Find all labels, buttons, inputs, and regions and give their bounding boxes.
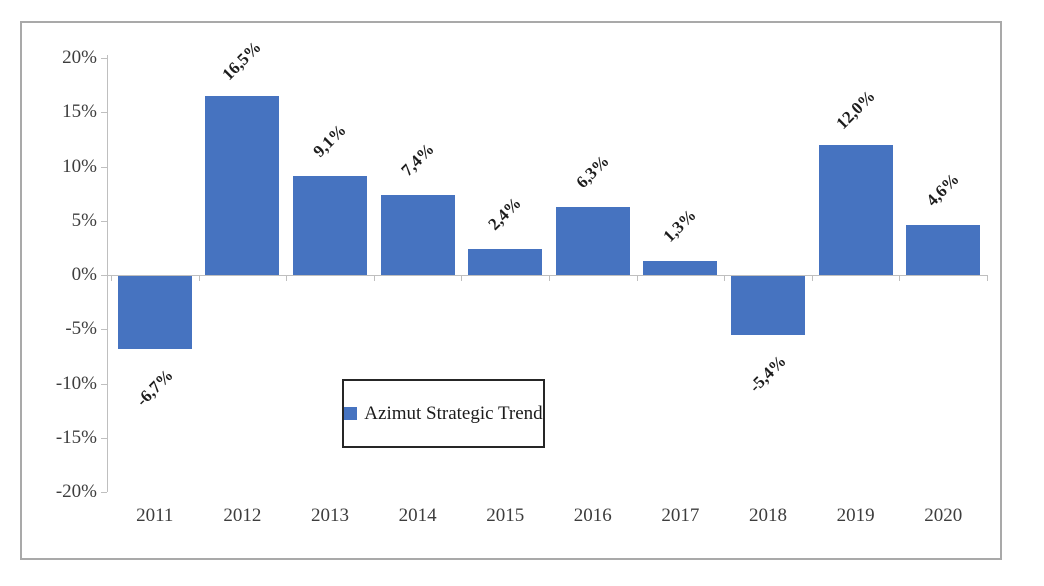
x-axis-tick: [198, 275, 200, 281]
x-axis-tick: [373, 275, 375, 281]
x-axis-baseline: [107, 275, 988, 276]
bar: [205, 95, 280, 275]
x-axis-tick: [724, 275, 726, 281]
bar: [643, 260, 718, 275]
x-axis-category-label: 2018: [749, 505, 787, 526]
y-axis-tick-label: 10%: [62, 155, 97, 177]
legend-label: Azimut Strategic Trend: [364, 402, 543, 424]
y-axis-tick-label: -10%: [55, 372, 97, 394]
y-axis-tick-label: -15%: [55, 426, 97, 448]
x-axis-category-label: 2020: [924, 505, 963, 526]
x-axis-category-label: 2013: [311, 505, 349, 526]
y-axis-tick-label: -5%: [65, 318, 97, 340]
y-axis-tick-label: 15%: [62, 101, 97, 123]
x-axis-tick: [111, 275, 112, 281]
bar: [555, 206, 630, 275]
bar: [380, 194, 455, 275]
y-axis-tick: [101, 492, 107, 493]
x-axis-category-label: 2019: [836, 505, 875, 526]
bar: [731, 276, 805, 335]
y-axis-line: [107, 55, 108, 492]
x-axis-category-label: 2011: [136, 505, 174, 526]
x-axis-category-label: 2016: [573, 505, 612, 526]
x-axis-tick: [549, 275, 550, 281]
legend-entry: Azimut Strategic Trend: [344, 402, 543, 425]
bar: [818, 144, 893, 275]
x-axis-category-label: 2012: [223, 505, 262, 526]
y-axis-tick: [101, 329, 107, 331]
y-axis-tick: [101, 166, 107, 168]
y-axis-tick: [101, 220, 107, 222]
y-axis-tick: [101, 112, 107, 114]
y-axis-tick: [101, 58, 107, 59]
x-axis-tick: [636, 275, 638, 281]
x-axis-tick: [286, 275, 288, 281]
bar: [293, 176, 367, 275]
x-axis-tick: [461, 275, 463, 281]
y-axis-tick: [101, 275, 107, 276]
x-axis-category-label: 2017: [661, 505, 700, 526]
bar: [468, 248, 543, 275]
y-axis-tick-label: 5%: [71, 209, 97, 231]
bar: [117, 276, 192, 349]
x-axis-category-label: 2015: [486, 505, 525, 526]
legend-swatch-icon: [344, 407, 358, 420]
bar: [906, 225, 981, 275]
x-axis-tick: [811, 275, 813, 281]
y-axis-tick: [101, 437, 107, 439]
y-axis-tick-label: -20%: [55, 481, 97, 502]
x-axis-category-label: 2014: [398, 505, 437, 526]
legend-box: Azimut Strategic Trend: [342, 379, 545, 448]
y-axis-tick: [101, 383, 107, 385]
x-axis-tick: [899, 275, 901, 281]
y-axis-tick-label: 20%: [62, 47, 97, 68]
y-axis-tick-label: 0%: [71, 264, 97, 285]
x-axis-tick: [987, 275, 988, 281]
